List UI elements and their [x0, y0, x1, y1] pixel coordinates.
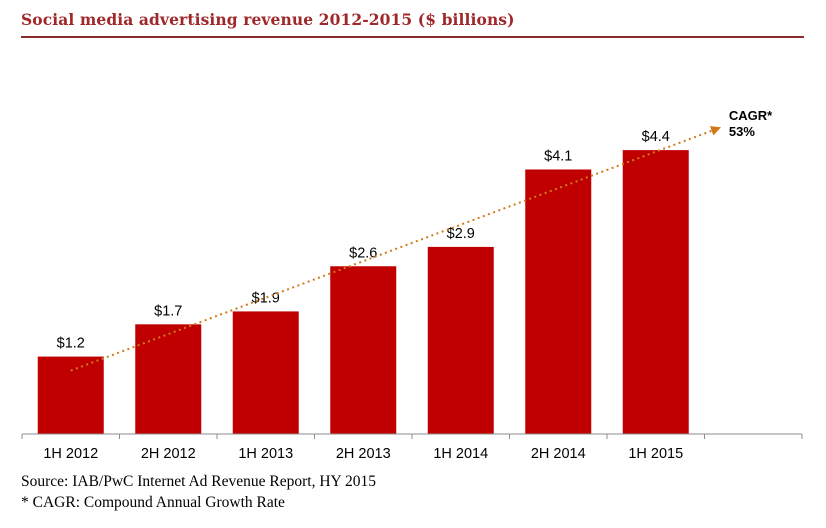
- chart-footer: Source: IAB/PwC Internet Ad Revenue Repo…: [21, 471, 376, 513]
- bar-1h-2013: [232, 311, 299, 434]
- x-tick-label: 1H 2015: [628, 446, 683, 462]
- x-tick-label: 2H 2013: [336, 446, 391, 462]
- value-label: $2.6: [349, 245, 377, 261]
- cagr-footnote: * CAGR: Compound Annual Growth Rate: [21, 494, 285, 511]
- bar-1h-2014: [427, 246, 494, 434]
- cagr-value: 53%: [729, 124, 755, 139]
- x-tick-label: 2H 2012: [141, 446, 196, 462]
- x-tick-label: 1H 2014: [433, 446, 488, 462]
- value-label: $4.1: [544, 148, 572, 164]
- bar-1h-2015: [622, 150, 689, 434]
- bar-2h-2012: [135, 324, 202, 434]
- x-tick-label: 1H 2012: [43, 446, 98, 462]
- source-note: Source: IAB/PwC Internet Ad Revenue Repo…: [21, 473, 377, 490]
- bar-1h-2012: [37, 356, 104, 434]
- x-tick-label: 2H 2014: [531, 446, 586, 462]
- chart-title: Social media advertising revenue 2012-20…: [21, 10, 515, 29]
- value-label: $4.4: [642, 129, 670, 145]
- bar-2h-2014: [525, 169, 592, 434]
- x-tick-label: 1H 2013: [238, 446, 293, 462]
- value-label: $1.9: [252, 290, 280, 306]
- cagr-label: CAGR*: [729, 108, 773, 123]
- bar-2h-2013: [330, 266, 397, 434]
- title-divider: [21, 36, 804, 38]
- value-label: $1.2: [57, 336, 85, 352]
- value-label: $1.7: [154, 303, 182, 319]
- value-label: $2.9: [447, 226, 475, 242]
